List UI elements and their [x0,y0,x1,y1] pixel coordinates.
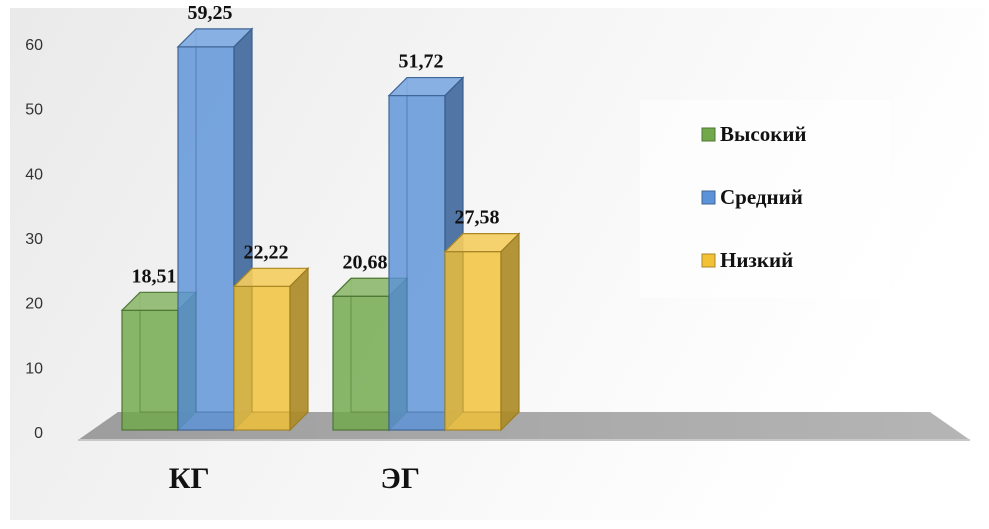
legend-swatch [701,190,716,205]
category-label: КГ [169,462,210,495]
bar-side [289,266,309,432]
legend-label: Средний [720,185,803,209]
legend-item: Низкий [701,248,793,272]
y-tick-label: 50 [25,102,43,119]
value-label: 22,22 [244,241,289,263]
value-label: 51,72 [399,51,444,73]
value-label: 59,25 [188,2,233,24]
y-tick-label: 30 [25,231,43,248]
y-tick-label: 20 [25,296,43,313]
bar-front [444,251,502,431]
y-tick-label: 40 [25,166,43,183]
legend-swatch [701,127,716,142]
bar-front [177,46,235,431]
value-label: 27,58 [455,207,500,229]
y-tick-label: 60 [25,37,43,54]
y-tick-label: 10 [25,360,43,377]
category-labels: КГ ЭГ [169,462,420,495]
value-label: 18,51 [132,265,177,287]
category-label: ЭГ [380,462,419,495]
bar-0-2 [232,266,310,432]
bar-front [388,94,446,431]
y-axis-ticks: 0 10 20 30 40 50 60 [25,37,43,442]
bar-1-2 [443,232,521,432]
legend-item: Средний [701,185,803,209]
bar-front [332,295,390,431]
legend-label: Низкий [720,248,793,272]
bar-front [233,285,291,431]
legend-label: Высокий [720,122,807,146]
legend-swatch [701,253,716,268]
legend-background [640,100,890,298]
y-tick-label: 0 [34,425,43,442]
value-label: 20,68 [343,251,388,273]
legend: Высокий Средний Низкий [701,122,807,272]
legend-item: Высокий [701,122,807,146]
bar-side [500,232,520,432]
value-labels: 18,51 59,25 22,22 20,68 51,72 27,58 [132,2,500,287]
bars [120,27,521,432]
